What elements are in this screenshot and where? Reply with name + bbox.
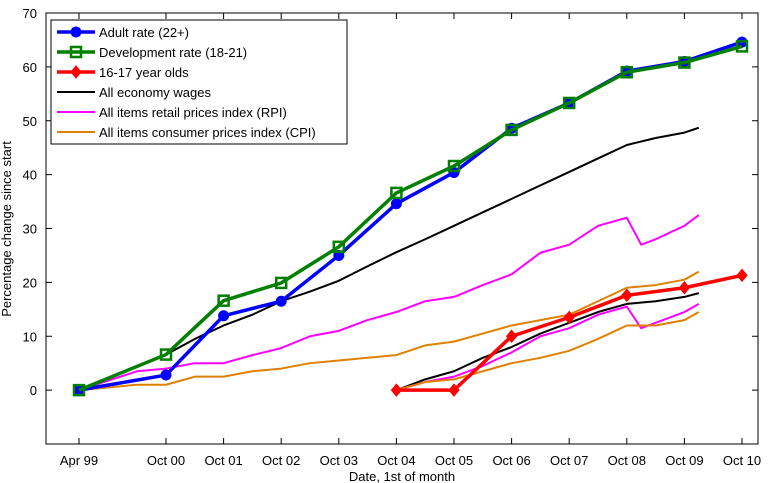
data-point	[70, 65, 82, 79]
data-point	[620, 66, 634, 79]
legend-label: All economy wages	[99, 85, 211, 100]
y-tick-label: 0	[30, 383, 37, 398]
series	[396, 292, 700, 392]
x-axis-title: Date, 1st of month	[349, 469, 455, 483]
data-point	[562, 96, 576, 110]
x-tick-label: Oct 09	[665, 453, 703, 468]
legend-entry: All items retail prices index (RPI)	[57, 105, 287, 120]
data-point	[736, 268, 748, 283]
legend-box	[50, 19, 348, 145]
x-tick-label: Oct 05	[435, 453, 473, 468]
data-point	[447, 159, 461, 173]
data-point	[218, 310, 230, 322]
data-point	[69, 45, 83, 59]
legend-entry: Adult rate (22+)	[57, 25, 189, 40]
legend-entry: All items consumer prices index (CPI)	[57, 125, 316, 140]
x-tick-label: Oct 08	[608, 453, 646, 468]
x-tick-label: Apr 99	[60, 453, 98, 468]
y-tick-label: 20	[23, 275, 37, 290]
legend-label: Adult rate (22+)	[99, 25, 189, 40]
legend-label: All items consumer prices index (CPI)	[99, 125, 316, 140]
data-point	[735, 40, 749, 53]
series-line	[78, 44, 743, 392]
legend-entry: 16-17 year olds	[57, 65, 189, 80]
data-point	[390, 198, 402, 210]
legend: Adult rate (22+) Development rate (18-21)…	[50, 19, 348, 145]
series	[78, 270, 700, 392]
data-point	[448, 383, 460, 397]
data-point	[159, 348, 173, 361]
y-tick-label: 60	[23, 60, 37, 75]
data-point	[390, 186, 403, 200]
data-point	[160, 369, 172, 381]
series	[396, 303, 700, 392]
series-line	[78, 270, 700, 392]
legend-entry: All economy wages	[57, 85, 211, 100]
y-tick-label: 30	[23, 222, 37, 237]
y-tick-label: 40	[23, 168, 37, 183]
series	[72, 40, 749, 397]
y-tick-label: 10	[23, 329, 37, 344]
y-tick-label: 70	[23, 6, 37, 21]
data-point	[678, 56, 691, 69]
data-point	[563, 310, 575, 325]
legend-entry: Development rate (18-21)	[57, 45, 247, 60]
data-point	[390, 383, 403, 397]
legend-label: 16-17 year olds	[99, 65, 189, 80]
series	[396, 311, 700, 392]
data-point	[217, 294, 230, 307]
data-point	[275, 295, 287, 307]
series-layer	[72, 36, 749, 397]
data-point	[621, 288, 633, 303]
x-tick-label: Oct 06	[492, 453, 530, 468]
legend-label: All items retail prices index (RPI)	[99, 105, 287, 120]
data-point	[72, 383, 86, 397]
series-line	[396, 292, 700, 392]
x-tick-label: Oct 02	[262, 453, 300, 468]
x-tick-label: Oct 10	[723, 453, 761, 468]
data-point	[505, 329, 518, 344]
legend-label: Development rate (18-21)	[99, 45, 247, 60]
data-point	[332, 240, 346, 254]
x-tick-label: Oct 04	[377, 453, 415, 468]
series	[390, 268, 748, 397]
series-line	[396, 303, 700, 392]
data-point	[70, 26, 82, 38]
x-tick-label: Oct 03	[320, 453, 358, 468]
data-point	[505, 123, 518, 137]
x-tick-label: Oct 07	[550, 453, 588, 468]
data-point	[274, 276, 288, 290]
x-tick-label: Oct 01	[204, 453, 242, 468]
series	[78, 214, 700, 392]
data-point	[678, 280, 691, 295]
x-tick-label: Oct 00	[147, 453, 185, 468]
series-line	[78, 214, 700, 392]
y-tick-label: 50	[23, 114, 37, 129]
y-axis-title: Percentage change since start	[0, 141, 14, 317]
series-line	[396, 311, 700, 392]
